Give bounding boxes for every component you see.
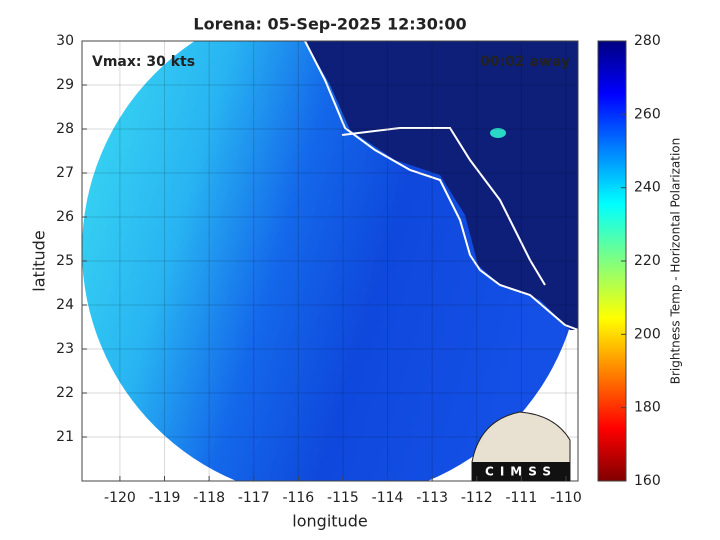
y-tick-label: 29 <box>56 77 74 93</box>
colorbar-tick-label: 220 <box>634 253 661 269</box>
x-tick-label: -118 <box>193 490 225 506</box>
y-tick-label: 28 <box>56 121 74 137</box>
annotation: 00:02 away <box>480 54 570 70</box>
logo: CIMSS <box>471 411 571 482</box>
x-tick-label: -113 <box>416 490 448 506</box>
grid <box>82 40 578 481</box>
y-tick-label: 26 <box>56 209 74 225</box>
colorbar-tick-label: 180 <box>634 400 661 416</box>
y-tick-label: 21 <box>56 429 74 445</box>
y-tick-label: 30 <box>56 33 74 49</box>
y-tick-label: 22 <box>56 385 74 401</box>
x-tick-label: -120 <box>104 490 136 506</box>
y-tick-label: 27 <box>56 165 74 181</box>
y-tick-label: 25 <box>56 253 74 269</box>
x-tick-label: -110 <box>550 490 582 506</box>
x-tick-label: -115 <box>327 490 359 506</box>
annotation: Vmax: 30 kts <box>92 54 195 70</box>
colorbar-tick-label: 240 <box>634 180 661 196</box>
chart-title: Lorena: 05-Sep-2025 12:30:00 <box>193 15 466 34</box>
x-tick-label: -119 <box>149 490 181 506</box>
colorbar-label: Brightness Temp - Horizontal Polarizatio… <box>669 138 683 385</box>
x-tick-label: -116 <box>282 490 314 506</box>
x-tick-label: -114 <box>372 490 404 506</box>
x-tick-label: -112 <box>461 490 493 506</box>
warm-spot <box>490 128 506 138</box>
colorbar-tick-label: 200 <box>634 326 661 342</box>
colorbar-tick-label: 280 <box>634 33 661 49</box>
colorbar-tick-label: 260 <box>634 106 661 122</box>
land <box>305 41 578 330</box>
coastline <box>341 127 546 286</box>
colorbar-tick-label: 160 <box>634 473 661 489</box>
satellite-image <box>82 41 578 481</box>
y-tick-label: 23 <box>56 341 74 357</box>
y-tick-label: 24 <box>56 297 74 313</box>
x-tick-label: -117 <box>238 490 270 506</box>
x-axis-label: longitude <box>292 512 367 531</box>
coastline <box>304 41 578 331</box>
logo-text: CIMSS <box>485 465 557 479</box>
y-axis-label: latitude <box>30 230 49 291</box>
x-tick-label: -111 <box>505 490 537 506</box>
